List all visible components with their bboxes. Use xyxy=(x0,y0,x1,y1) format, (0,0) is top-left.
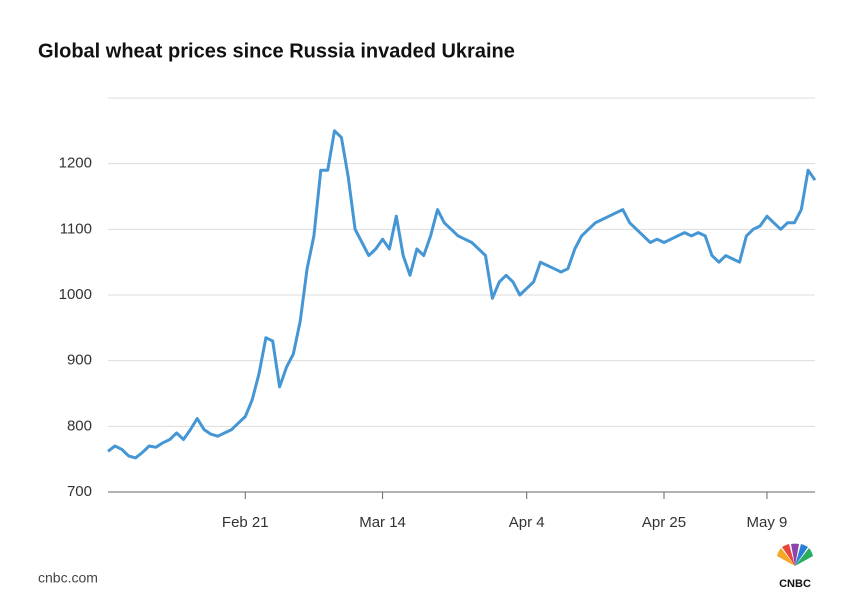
logo-peacock xyxy=(777,543,813,566)
y-tick-label: 1000 xyxy=(59,286,92,303)
chart-title: Global wheat prices since Russia invaded… xyxy=(38,40,515,62)
y-tick-label: 700 xyxy=(67,483,92,500)
y-tick-label: 800 xyxy=(67,417,92,434)
x-tick-label: Apr 25 xyxy=(642,514,686,531)
x-tick-label: Feb 21 xyxy=(222,514,269,531)
y-tick-label: 900 xyxy=(67,352,92,369)
logo-text: CNBC xyxy=(779,578,811,590)
source: cnbc.com xyxy=(38,570,98,586)
x-tick-label: Apr 4 xyxy=(509,514,545,531)
x-tick-label: Mar 14 xyxy=(359,514,406,531)
x-tick-label: May 9 xyxy=(747,514,788,531)
y-tick-label: 1100 xyxy=(60,220,92,237)
y-tick-label: 1200 xyxy=(59,155,92,172)
data-line xyxy=(107,129,817,460)
